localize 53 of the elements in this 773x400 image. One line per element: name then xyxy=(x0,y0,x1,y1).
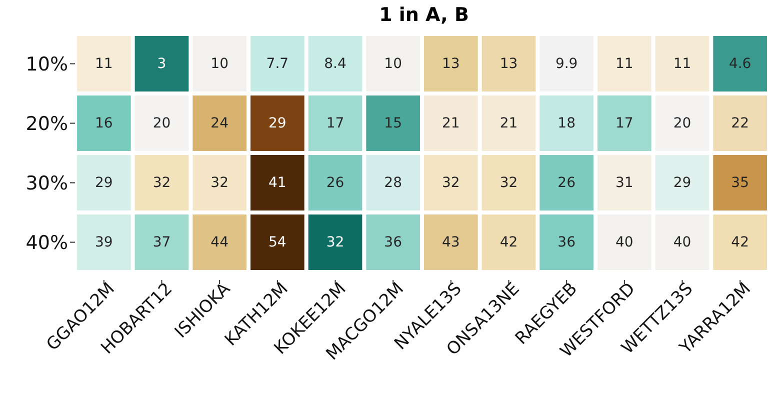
data-label: 18 xyxy=(558,115,576,132)
data-label: 29 xyxy=(673,174,692,191)
data-label: 15 xyxy=(384,115,402,132)
data-label: 26 xyxy=(326,174,344,191)
y-tick-label: 40% xyxy=(26,232,68,254)
data-label: 32 xyxy=(442,174,460,191)
data-label: 36 xyxy=(558,234,576,250)
data-label: 36 xyxy=(384,234,402,250)
data-label: 13 xyxy=(500,56,518,72)
data-label: 42 xyxy=(731,234,749,250)
data-label: 37 xyxy=(152,234,171,250)
data-label: 29 xyxy=(268,115,286,132)
data-label: 17 xyxy=(616,115,634,132)
data-label: 42 xyxy=(500,234,518,250)
data-label: 32 xyxy=(210,174,228,191)
data-label: 44 xyxy=(210,234,229,250)
data-label: 24 xyxy=(210,115,229,132)
data-label: 54 xyxy=(268,234,286,250)
data-label: 22 xyxy=(731,115,749,132)
data-label: 10 xyxy=(210,56,228,72)
y-tick-label: 10% xyxy=(26,53,68,76)
data-label: 40 xyxy=(673,234,692,250)
data-label: 13 xyxy=(442,56,460,72)
data-label: 28 xyxy=(384,174,402,191)
chart-title: 1 in A, B xyxy=(378,4,470,26)
data-label: 26 xyxy=(558,174,576,191)
data-label: 16 xyxy=(95,115,113,132)
y-tick-label: 30% xyxy=(26,172,68,194)
data-label: 8.4 xyxy=(324,56,346,72)
data-label: 35 xyxy=(731,174,749,191)
data-label: 40 xyxy=(616,234,634,250)
data-label: 29 xyxy=(95,174,113,191)
data-label: 20 xyxy=(152,115,171,132)
data-label: 43 xyxy=(442,234,460,250)
data-label: 9.9 xyxy=(555,56,578,72)
data-label: 11 xyxy=(673,56,692,72)
data-label: 7.7 xyxy=(266,56,289,72)
y-tick-label: 20% xyxy=(26,112,68,135)
data-label: 31 xyxy=(616,174,634,191)
data-label: 11 xyxy=(95,56,113,72)
data-label: 3 xyxy=(157,56,166,72)
data-label: 32 xyxy=(326,234,344,250)
data-label: 41 xyxy=(268,174,286,191)
data-label: 4.6 xyxy=(728,56,752,72)
data-label: 10 xyxy=(384,56,402,72)
data-label: 21 xyxy=(442,115,460,132)
data-label: 11 xyxy=(616,56,634,72)
data-label: 32 xyxy=(152,174,171,191)
data-label: 21 xyxy=(500,115,518,132)
data-label: 32 xyxy=(500,174,518,191)
data-label: 20 xyxy=(673,115,692,132)
data-label: 39 xyxy=(95,234,113,250)
data-label: 17 xyxy=(326,115,344,132)
